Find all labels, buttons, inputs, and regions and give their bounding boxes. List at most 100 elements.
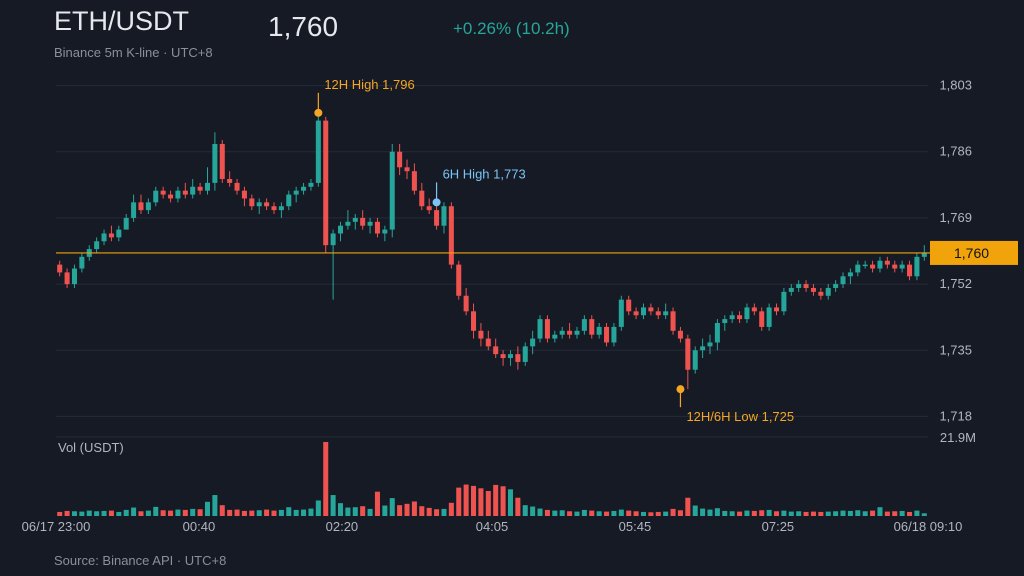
volume-bar (833, 511, 839, 516)
candle-body (855, 264, 861, 273)
candle-body (463, 295, 469, 312)
candle (463, 287, 469, 316)
volume-bar (707, 509, 713, 516)
candle (301, 182, 307, 195)
volume-bar (131, 507, 137, 516)
volume-bar (308, 508, 314, 516)
volume-bar (71, 511, 77, 516)
candle (877, 256, 883, 273)
candle (833, 280, 839, 292)
volume-bar (330, 495, 336, 516)
candle-body (131, 202, 137, 218)
volume-bar (855, 510, 861, 516)
candle (493, 338, 499, 359)
candle-body (522, 346, 528, 362)
candle-body (722, 319, 728, 324)
volume-bar (293, 509, 299, 516)
volume-bar (722, 510, 728, 516)
candle (323, 116, 329, 253)
candle-body (914, 256, 920, 277)
candle (522, 342, 528, 366)
candle-body (714, 323, 720, 343)
candle-body (360, 217, 366, 226)
candle-body (796, 284, 802, 288)
candle (796, 280, 802, 292)
candle (123, 214, 129, 230)
price-tick-label: 1,786 (939, 144, 972, 159)
volume-bar (744, 510, 750, 516)
candle-body (57, 264, 63, 273)
time-tick-label: 05:45 (619, 519, 652, 534)
volume-bar (57, 511, 63, 516)
price-tick-label: 1,752 (939, 276, 972, 291)
candle-body (692, 350, 698, 370)
candle-body (315, 120, 321, 183)
candle-body (544, 319, 550, 339)
candle-body (840, 276, 846, 285)
candle-body (397, 151, 403, 168)
candle (471, 303, 477, 339)
candle-body (145, 202, 151, 211)
candle (559, 326, 565, 339)
candle-body (478, 330, 484, 339)
volume-bar (810, 511, 816, 516)
candle-body (101, 233, 107, 242)
candle (138, 194, 144, 215)
candle (404, 159, 410, 179)
volume-bar (426, 507, 432, 516)
volume-bar (463, 484, 469, 516)
volume-bar (411, 501, 417, 516)
candle (707, 334, 713, 355)
candle-body (337, 225, 344, 234)
volume-bar (729, 511, 735, 516)
volume-bar (596, 511, 602, 516)
volume-bar (175, 509, 181, 516)
volume-bar (847, 510, 853, 516)
volume-bar (448, 502, 454, 516)
candle (175, 186, 181, 203)
volume-bar (870, 510, 876, 516)
candle-body (766, 307, 772, 327)
candle-body (596, 326, 602, 335)
candle-body (330, 233, 336, 246)
volume-bar (515, 497, 521, 516)
volume-bar (94, 511, 100, 516)
candle-body (308, 182, 314, 187)
candle-body (204, 182, 211, 191)
volume-bar (64, 510, 70, 516)
candle-body (367, 221, 373, 226)
candle (862, 260, 868, 269)
time-tick-label: 00:40 (183, 519, 216, 534)
candle (271, 202, 277, 215)
candle (788, 284, 794, 296)
candle-body (116, 229, 122, 238)
candle-body (168, 194, 174, 199)
candle-body (530, 338, 536, 347)
volume-bar (796, 511, 802, 516)
candle (714, 319, 720, 351)
volume-bar (648, 512, 654, 516)
candle (352, 214, 358, 230)
candle (611, 323, 617, 347)
candle (293, 186, 299, 203)
candle (308, 178, 314, 191)
volume-bar (522, 505, 528, 516)
candle-body (618, 299, 624, 327)
candle-body (352, 217, 358, 222)
volume-bar (419, 506, 425, 516)
candle-body (899, 264, 905, 269)
candle (810, 284, 816, 296)
price-tick-label: 1,735 (939, 342, 972, 357)
candle (79, 252, 85, 273)
candle-body (264, 202, 270, 207)
candle-body (611, 326, 617, 343)
candle-body (138, 202, 144, 211)
volume-bar (892, 511, 898, 516)
volume-bar (360, 506, 366, 516)
candle (773, 303, 780, 316)
candle (160, 186, 166, 199)
time-tick-label: 02:20 (326, 519, 359, 534)
candle-body (374, 221, 380, 234)
candle (278, 202, 284, 218)
volume-bar (345, 507, 351, 516)
